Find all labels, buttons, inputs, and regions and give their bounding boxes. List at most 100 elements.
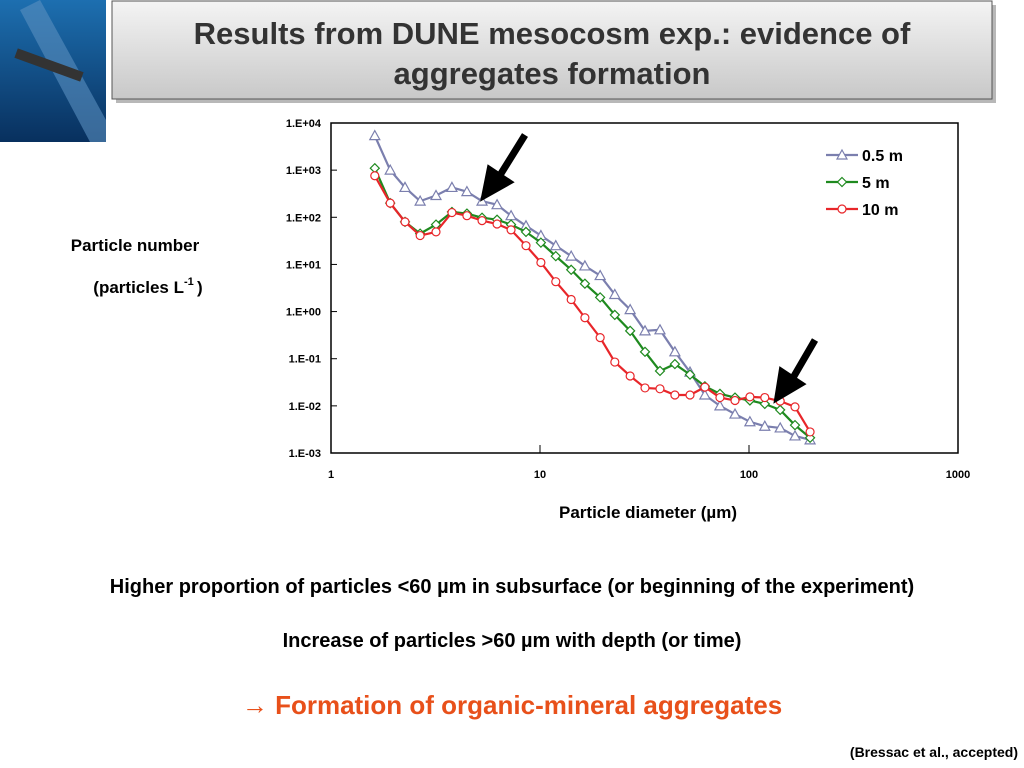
marker (535, 237, 547, 248)
y-tick-label: 1.E+01 (286, 259, 321, 271)
marker (788, 429, 802, 441)
marker (654, 365, 666, 377)
marker (700, 382, 710, 392)
y-tick-label: 1.E-03 (289, 448, 321, 460)
marker (415, 230, 425, 241)
y-axis-label: -1 (184, 276, 194, 288)
y-axis-label: Particle number (71, 236, 200, 255)
y-tick-label: 1.E+04 (286, 118, 322, 130)
marker (760, 392, 770, 403)
y-tick-label: 1.E+00 (286, 307, 321, 319)
marker (550, 250, 562, 262)
series-line (373, 135, 811, 441)
marker (460, 185, 473, 197)
marker (805, 427, 815, 437)
y-tick-label: 1.E-01 (289, 354, 321, 366)
marker (715, 392, 725, 403)
legend-label: 5 m (862, 175, 890, 192)
marker (370, 171, 380, 181)
marker (384, 163, 397, 175)
series-line (373, 175, 812, 433)
marker (624, 303, 637, 315)
marker (837, 204, 847, 214)
note: Increase of particles >60 µm with depth … (282, 630, 742, 652)
plot-frame (330, 122, 959, 454)
marker (743, 415, 756, 427)
x-axis-label: Particle diameter (µm) (559, 503, 737, 522)
marker (789, 419, 801, 431)
marker (429, 189, 443, 201)
legend-label: 0.5 m (862, 148, 903, 165)
marker (835, 148, 849, 160)
marker (551, 277, 561, 287)
conclusion: → Formation of organic-mineral aggregate… (241, 690, 783, 720)
marker (492, 219, 502, 229)
marker (669, 358, 681, 370)
marker (713, 399, 726, 411)
y-tick-label: 1.E+02 (286, 212, 321, 224)
marker (477, 216, 487, 226)
y-axis-label: ) (197, 278, 203, 297)
y-tick-label: 1.E+03 (286, 165, 321, 177)
title: Results from DUNE mesocosm exp.: evidenc… (194, 16, 911, 51)
marker (414, 194, 427, 206)
marker (639, 346, 651, 358)
marker (521, 241, 531, 251)
marker (638, 324, 652, 336)
marker (684, 369, 696, 380)
marker (400, 217, 410, 227)
marker (728, 407, 742, 419)
marker (594, 269, 607, 281)
marker (491, 198, 504, 210)
marker (758, 419, 771, 431)
marker (520, 226, 532, 238)
marker (655, 384, 665, 394)
marker (624, 325, 636, 337)
arrow (480, 133, 528, 202)
marker (790, 402, 800, 412)
marker (368, 129, 381, 141)
marker (595, 333, 605, 343)
y-axis-label: (particles L (93, 278, 184, 297)
marker (462, 211, 472, 221)
title-box (111, 0, 993, 100)
marker (774, 421, 787, 433)
marker (549, 239, 562, 251)
marker (640, 383, 650, 393)
marker (536, 257, 546, 268)
marker (565, 249, 578, 261)
marker (566, 294, 576, 305)
marker (759, 398, 771, 410)
marker (668, 345, 681, 357)
marker (565, 264, 577, 276)
marker (685, 390, 695, 400)
marker (730, 395, 740, 406)
title: aggregates formation (394, 56, 711, 91)
marker (745, 392, 755, 402)
photo-detail (14, 48, 84, 82)
x-tick-label: 1 (328, 469, 334, 481)
marker (578, 259, 591, 271)
x-tick-label: 10 (534, 469, 546, 481)
marker (698, 388, 711, 400)
x-tick-label: 1000 (946, 469, 970, 481)
marker (506, 225, 516, 235)
marker (398, 181, 412, 193)
marker (609, 309, 621, 321)
marker (774, 404, 786, 416)
x-tick-label: 100 (740, 469, 758, 481)
marker (431, 227, 441, 237)
marker (608, 288, 621, 300)
marker (653, 323, 666, 335)
y-tick-label: 1.E-02 (289, 401, 321, 413)
marker (579, 278, 591, 290)
note: Higher proportion of particles <60 µm in… (109, 576, 915, 598)
marker (580, 313, 590, 323)
marker (447, 207, 457, 218)
marker (670, 390, 680, 400)
marker (836, 176, 848, 188)
citation: (Bressac et al., accepted) (849, 744, 1018, 760)
marker (594, 292, 606, 303)
